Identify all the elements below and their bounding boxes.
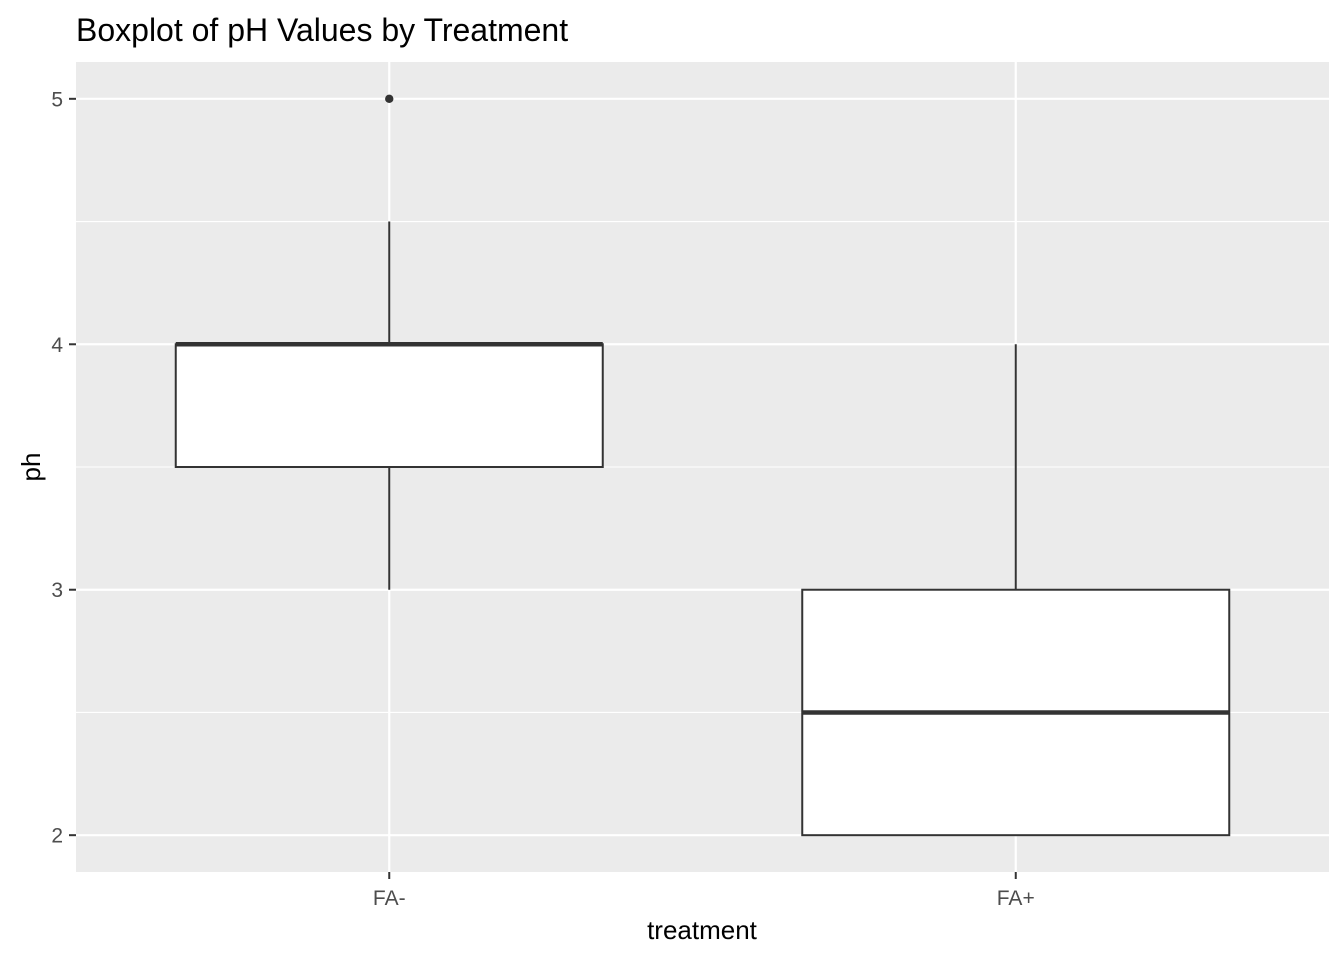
x-axis-title: treatment: [647, 915, 758, 945]
box-FA-: [174, 94, 604, 590]
y-tick-label: 4: [51, 334, 63, 357]
x-tick-label: FA-: [373, 887, 406, 910]
box-FA+: [801, 344, 1231, 837]
y-axis-title: ph: [16, 453, 46, 482]
chart-title: Boxplot of pH Values by Treatment: [76, 12, 568, 48]
y-tick-label: 3: [51, 579, 63, 602]
y-tick-label: 2: [51, 825, 63, 848]
box-iqr: [174, 343, 604, 469]
x-tick-label: FA+: [997, 887, 1035, 910]
y-tick-label: 5: [51, 88, 63, 111]
grid-lines: [76, 62, 1329, 872]
boxes-layer: [174, 94, 1231, 837]
axes-layer: 2 3 4 5 FA- FA+: [51, 88, 1034, 910]
outlier-point: [385, 94, 394, 104]
